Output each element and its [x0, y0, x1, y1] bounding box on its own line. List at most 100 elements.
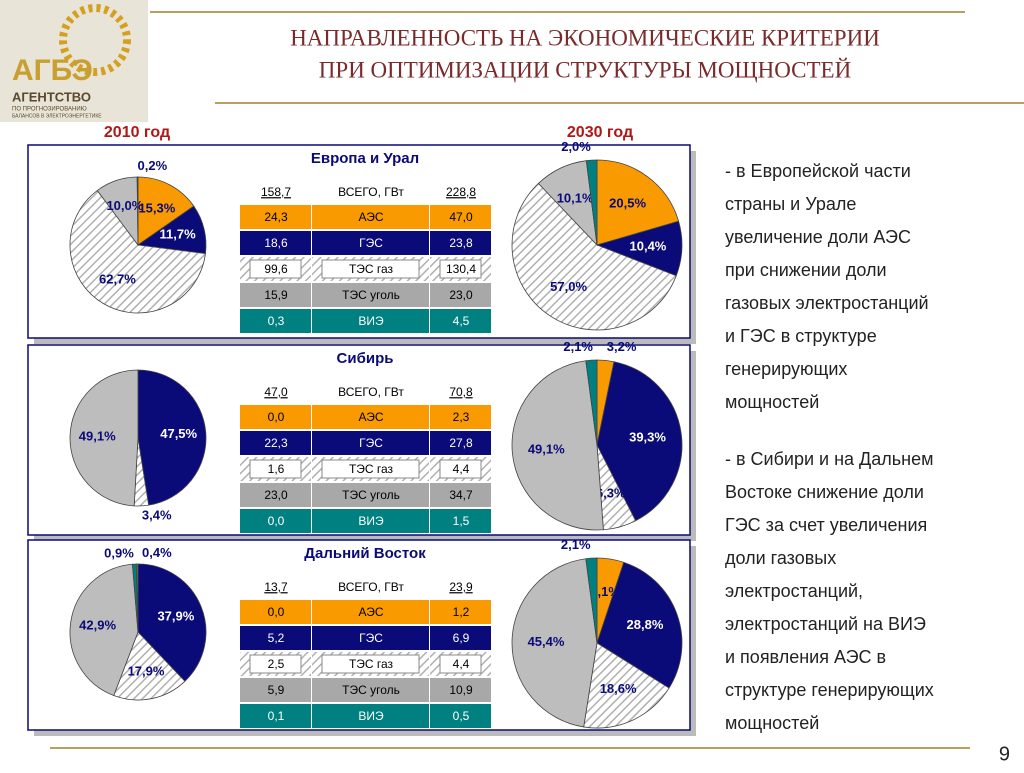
cell-box	[249, 654, 302, 674]
pie-slice	[596, 561, 683, 689]
note-line: при снижении доли	[725, 260, 887, 280]
table-cell	[240, 431, 311, 455]
pie-label: 3,4%	[142, 508, 172, 523]
table-text: 0,1	[268, 709, 285, 723]
table-text: ТЭС уголь	[342, 488, 400, 502]
table-cell	[240, 309, 311, 333]
table-header: ВСЕГО, ГВт	[338, 385, 404, 399]
table-text: 22,3	[264, 436, 288, 450]
note-line: структуре генерирующих	[725, 680, 934, 700]
page-number: 9	[999, 743, 1010, 765]
logo-text: БАЛАНСОВ В ЭЛЕКТРОЭНЕРГЕТИКЕ	[12, 113, 102, 119]
table-text: 47,0	[449, 210, 473, 224]
pie-label: 45,4%	[528, 634, 565, 649]
pie-slice	[137, 369, 207, 506]
table-text: 5,9	[268, 683, 285, 697]
pie-label: 0,9%	[104, 545, 134, 560]
table-header: ВСЕГО, ГВт	[338, 185, 404, 199]
pie-slice	[585, 159, 598, 246]
note-line: Востоке снижение доли	[725, 482, 924, 502]
cell-box	[439, 654, 482, 674]
table-cell	[240, 509, 311, 533]
table-cell	[312, 483, 429, 507]
pie-label: 10,4%	[630, 239, 667, 254]
table-cell	[312, 205, 429, 229]
table-text: 4,4	[453, 462, 470, 476]
table-text: 99,6	[264, 262, 288, 276]
table-cell	[430, 405, 491, 429]
note-line: и ГЭС в структуре	[725, 326, 877, 346]
note-line: доли газовых	[725, 548, 836, 568]
pie-slice	[69, 189, 206, 314]
table-text: ТЭС газ	[349, 657, 394, 671]
title: НАПРАВЛЕННОСТЬ НА ЭКОНОМИЧЕСКИЕ КРИТЕРИИ	[290, 25, 880, 50]
region-title: Европа и Урал	[311, 150, 419, 167]
region-title: Сибирь	[337, 350, 394, 367]
pie-label: 6,3%	[596, 486, 626, 501]
pie-label: 2,1%	[563, 339, 593, 354]
table-header: 23,9	[449, 580, 473, 594]
pie-label: 10,0%	[106, 198, 143, 213]
cell-box	[439, 459, 482, 479]
table-cell	[430, 509, 491, 533]
cell-box	[249, 459, 302, 479]
pie-slice	[511, 558, 598, 728]
table-header: 70,8	[449, 385, 473, 399]
table-text: 0,0	[268, 410, 285, 424]
table-cell	[240, 678, 311, 702]
table-text: 0,3	[268, 314, 285, 328]
table-text: ТЭС уголь	[342, 288, 400, 302]
table-cell	[240, 626, 311, 650]
cell-box	[321, 654, 420, 674]
pie-label: 2,0%	[561, 139, 591, 154]
table-cell	[240, 205, 311, 229]
pie-label: 47,5%	[160, 426, 197, 441]
note-line: и появления АЭС в	[725, 647, 886, 667]
note-line: мощностей	[725, 392, 819, 412]
table-cell	[430, 309, 491, 333]
table-cell	[312, 405, 429, 429]
cell-box	[249, 259, 302, 279]
table-cell	[430, 205, 491, 229]
table-cell	[240, 405, 311, 429]
pie-label: 62,7%	[99, 272, 136, 287]
pie-slice	[596, 159, 680, 246]
table-text: 0,0	[268, 605, 285, 619]
table-text: АЭС	[358, 410, 383, 424]
table-cell	[240, 231, 311, 255]
table-text: 15,9	[264, 288, 288, 302]
pie-label: 3,2%	[607, 339, 637, 354]
table-text: ТЭС уголь	[342, 683, 400, 697]
note-line: генерирующих	[725, 359, 847, 379]
table-cell	[312, 431, 429, 455]
pie-slice	[511, 182, 677, 331]
year-label: 2030 год	[567, 124, 633, 141]
table-text: 34,7	[449, 488, 473, 502]
note-line: страны и Урале	[725, 194, 856, 214]
note-line: - в Сибири и на Дальнем	[725, 449, 933, 469]
pie-label: 20,5%	[609, 196, 646, 211]
cell-box	[321, 259, 420, 279]
pie-slice	[583, 642, 670, 729]
table-text: 4,5	[453, 314, 470, 328]
pie-label: 49,1%	[79, 428, 116, 443]
table-text: 23,8	[449, 236, 473, 250]
pie-slice	[69, 369, 139, 507]
table-text: 5,2	[268, 631, 285, 645]
pie-label: 37,9%	[157, 608, 194, 623]
table-text: 6,9	[453, 631, 470, 645]
table-text: 1,5	[453, 514, 470, 528]
pie-slice	[596, 361, 683, 522]
pie-slice	[585, 359, 598, 446]
table-cell	[240, 283, 311, 307]
table-cell	[430, 704, 491, 728]
pie-label: 0,2%	[138, 158, 168, 173]
pie-slice	[136, 176, 139, 246]
table-cell	[312, 626, 429, 650]
table-text: ВИЭ	[358, 514, 384, 528]
table-header: ВСЕГО, ГВт	[338, 580, 404, 594]
table-cell	[240, 704, 311, 728]
pie-label: 17,9%	[128, 663, 165, 678]
note-line: - в Европейской части	[725, 161, 911, 181]
